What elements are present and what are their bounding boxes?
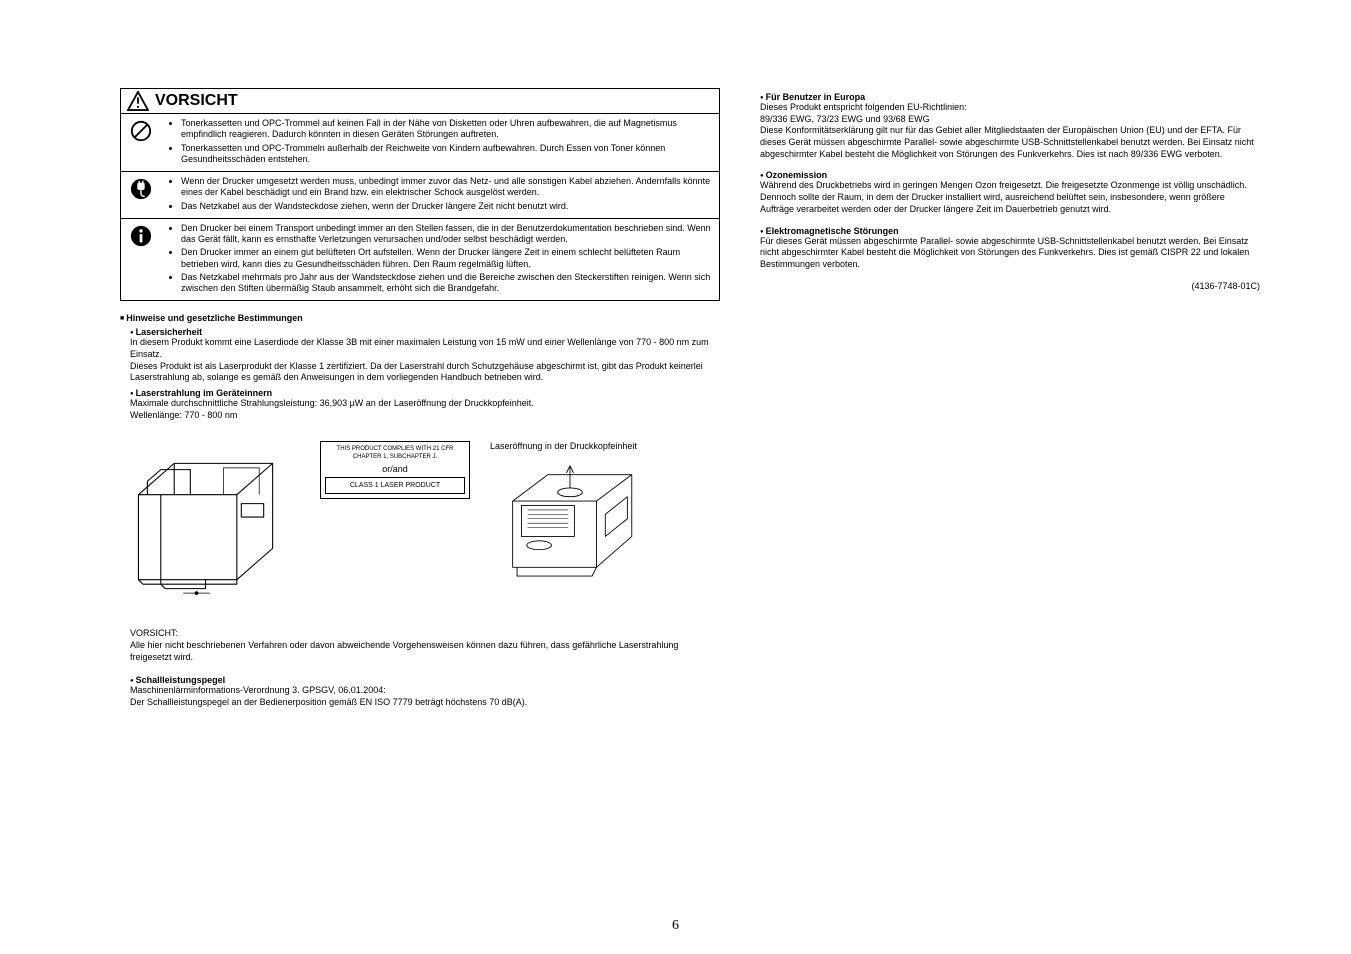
sound-title: Schallleistungspegel [130,675,720,685]
vorsicht-text: Alle hier nicht beschriebenen Verfahren … [130,640,720,663]
caution-item: Wenn der Drucker umgesetzt werden muss, … [181,176,713,199]
printer-illustration [120,441,300,613]
prohibit-icon [121,114,161,171]
info-icon [121,219,161,301]
body-text: Während des Druckbetriebs wird in gering… [760,180,1260,215]
laser-safety-title: Lasersicherheit [130,327,720,337]
caution-row: Wenn der Drucker umgesetzt werden muss, … [121,172,719,219]
body-text: Dieses Produkt ist als Laserprodukt der … [130,361,720,384]
laser-opening-label: Laseröffnung in der Druckkopfeinheit [490,441,650,451]
body-text: Dieses Produkt entspricht folgenden EU-R… [760,102,1260,114]
printhead-figure: Laseröffnung in der Druckkopfeinheit [490,441,650,609]
body-text: 89/336 EWG, 73/23 EWG und 93/68 EWG [760,114,1260,126]
caution-header: VORSICHT [121,89,719,114]
emc-title: Elektromagnetische Störungen [760,226,1260,236]
body-text: Maximale durchschnittliche Strahlungslei… [130,398,720,410]
caution-item: Tonerkassetten und OPC-Trommeln außerhal… [181,143,713,166]
regulations-heading: Hinweise und gesetzliche Bestimmungen [120,313,720,323]
body-text: Für dieses Gerät müssen abgeschirmte Par… [760,236,1260,271]
body-text: Der Schallleistungspegel an der Bediener… [130,697,720,709]
caution-item: Das Netzkabel aus der Wandsteckdose zieh… [181,201,713,212]
body-text: Maschinenlärminformations-Verordnung 3. … [130,685,720,697]
vorsicht-label: VORSICHT: [130,628,720,640]
label-top-text: THIS PRODUCT COMPLIES WITH 21 CFR CHAPTE… [325,446,465,460]
caution-title: VORSICHT [155,92,238,110]
caution-item: Den Drucker immer an einem gut belüftete… [181,247,713,270]
doc-number: (4136-7748-01C) [760,281,1260,291]
caution-row: Den Drucker bei einem Transport unbeding… [121,219,719,301]
warning-triangle-icon [127,91,149,111]
page-number: 6 [672,918,679,934]
body-text: Diese Konformitätserklärung gilt nur für… [760,125,1260,160]
caution-item: Den Drucker bei einem Transport unbeding… [181,223,713,246]
caution-item: Tonerkassetten und OPC-Trommel auf keine… [181,118,713,141]
ozone-title: Ozonemission [760,170,1260,180]
figure-row: THIS PRODUCT COMPLIES WITH 21 CFR CHAPTE… [120,441,720,613]
europe-title: Für Benutzer in Europa [760,92,1260,102]
body-text: Wellenlänge: 770 - 800 nm [130,410,720,422]
unplug-icon [121,172,161,218]
internal-radiation-title: Laserstrahlung im Geräteinnern [130,388,720,398]
compliance-label-box: THIS PRODUCT COMPLIES WITH 21 CFR CHAPTE… [320,441,470,498]
caution-box: VORSICHT Tonerkassetten und OPC-Trommel … [120,88,720,301]
caution-item: Das Netzkabel mehrmals pro Jahr aus der … [181,272,713,295]
body-text: In diesem Produkt kommt eine Laserdiode … [130,337,720,360]
label-inner: CLASS 1 LASER PRODUCT [325,477,465,494]
caution-row: Tonerkassetten und OPC-Trommel auf keine… [121,114,719,172]
label-orand: or/and [325,464,465,474]
